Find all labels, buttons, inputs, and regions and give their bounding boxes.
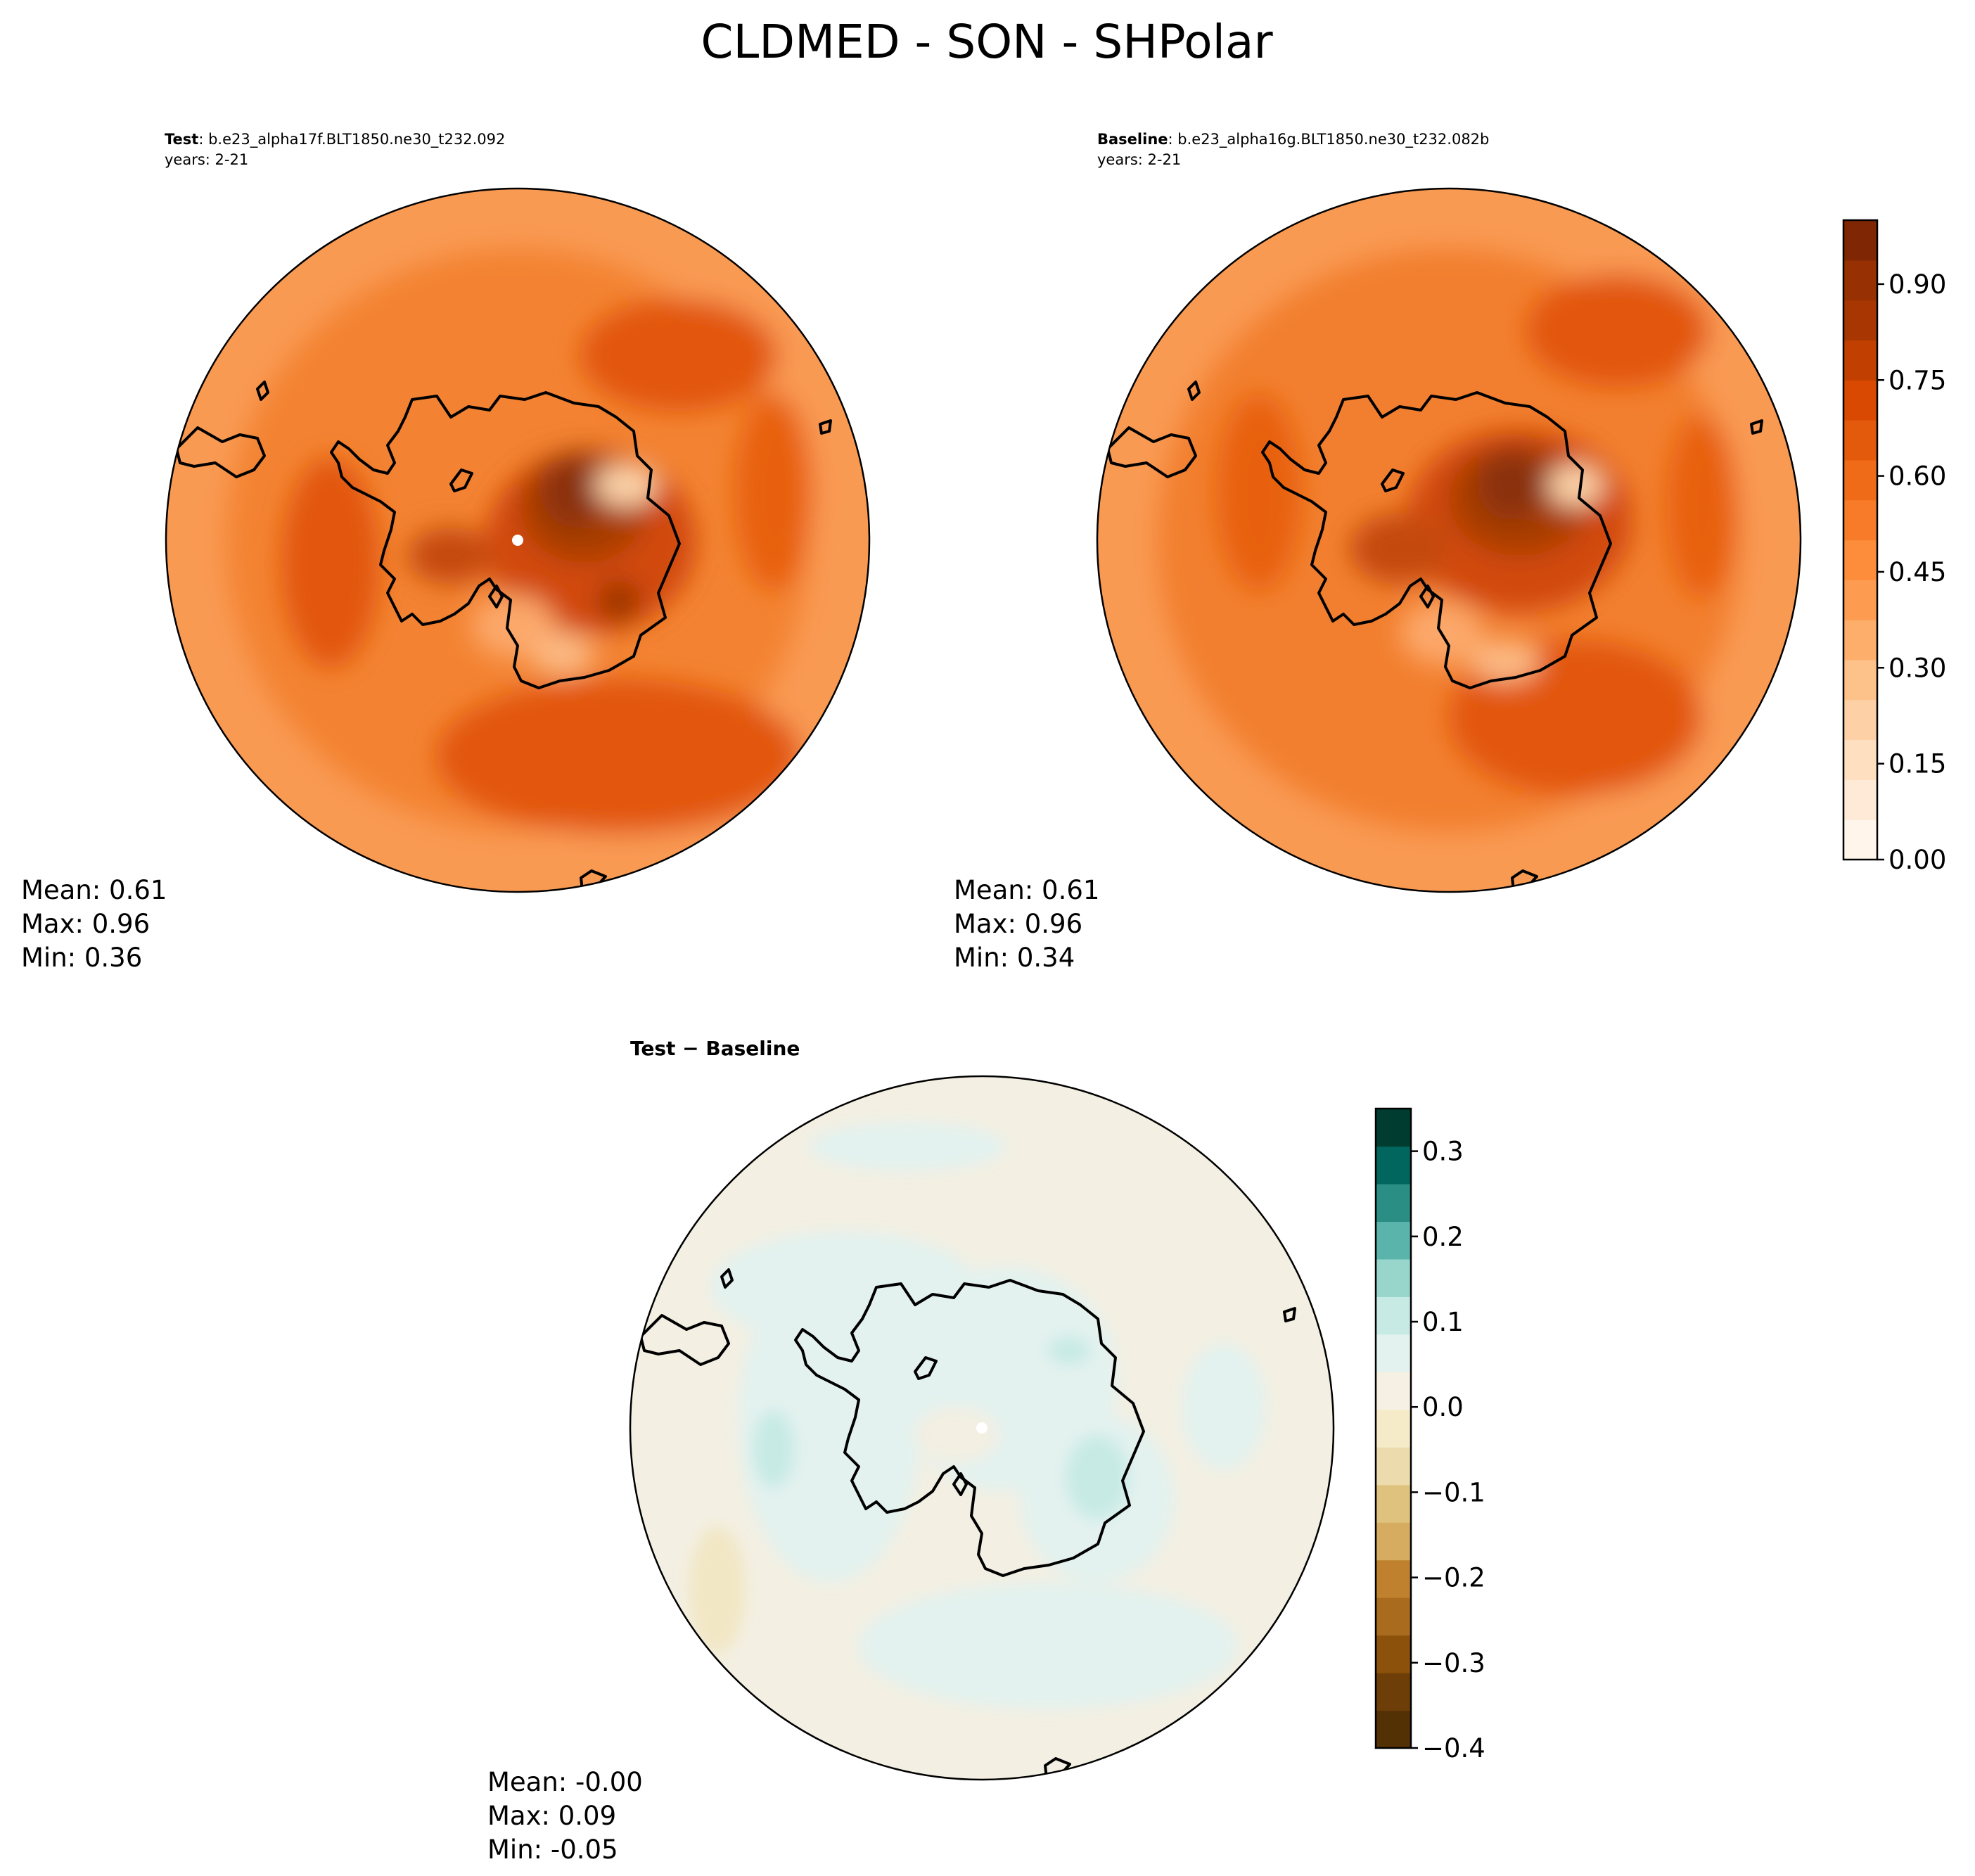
colorbar-diff-tick-label: 0.2 — [1422, 1222, 1464, 1252]
panel-baseline: Baseline: b.e23_alpha16g.BLT1850.ne30_t2… — [954, 131, 1802, 973]
colorbar-diff-segment — [1376, 1484, 1411, 1523]
panel-baseline-max: Max: 0.96 — [954, 909, 1082, 939]
colorbar-main-tick-label: 0.00 — [1888, 845, 1946, 875]
colorbar-main-tick-label: 0.15 — [1888, 749, 1946, 779]
panel-baseline-min: Min: 0.34 — [954, 943, 1075, 973]
colorbar-diff-tick-label: 0.3 — [1422, 1137, 1464, 1167]
colorbar-diff-segment — [1376, 1409, 1411, 1448]
panel-test-title: Test: b.e23_alpha17f.BLT1850.ne30_t232.0… — [165, 131, 505, 148]
colorbar-main-segment — [1843, 300, 1877, 341]
colorbar-diff-segment — [1376, 1559, 1411, 1598]
colorbar-diff-segment — [1376, 1183, 1411, 1223]
colorbar-main-segment — [1843, 779, 1877, 820]
colorbar-main-segment — [1843, 819, 1877, 860]
colorbar-main-segment — [1843, 260, 1877, 301]
colorbar-diff-segment — [1376, 1334, 1411, 1372]
panel-baseline-mean: Mean: 0.61 — [954, 875, 1099, 905]
colorbar-diff-segment — [1376, 1258, 1411, 1297]
panel-test-map-border — [165, 187, 871, 893]
colorbar-main-tick-label: 0.60 — [1888, 461, 1946, 492]
colorbar-main-segment — [1843, 420, 1877, 461]
panel-baseline-title: Baseline: b.e23_alpha16g.BLT1850.ne30_t2… — [1097, 131, 1489, 148]
colorbar-main-segment — [1843, 739, 1877, 780]
panel-test-subtitle: years: 2-21 — [165, 151, 248, 168]
panel-test-mean: Mean: 0.61 — [21, 875, 167, 905]
panel-test-title-rest: : b.e23_alpha17f.BLT1850.ne30_t232.092 — [198, 131, 505, 148]
panel-test-title-bold: Test — [165, 131, 198, 148]
colorbar-diff-frame — [1374, 1107, 1412, 1749]
panel-test-map — [166, 189, 869, 892]
colorbar-diff-segment — [1376, 1109, 1411, 1147]
colorbar-main-segment — [1843, 220, 1877, 261]
colorbar-main-tick-label: 0.75 — [1888, 365, 1946, 395]
colorbar-diff-tick-label: −0.1 — [1422, 1477, 1485, 1507]
colorbar-main-tick-label: 0.45 — [1888, 557, 1946, 587]
panel-baseline-map-border — [1096, 187, 1802, 893]
colorbar-diff-segment — [1376, 1673, 1411, 1711]
figure-title: CLDMED - SON - SHPolar — [701, 15, 1273, 69]
colorbar-main-segment — [1843, 499, 1877, 541]
colorbar-diff-segment — [1376, 1710, 1411, 1749]
colorbar-main-segment — [1843, 340, 1877, 381]
colorbar-diff-segment — [1376, 1522, 1411, 1561]
colorbar-diff-segment — [1376, 1221, 1411, 1260]
panel-diff-title: Test − Baseline — [630, 1037, 800, 1060]
panel-diff-mean: Mean: -0.00 — [487, 1767, 643, 1797]
panel-baseline-title-rest: : b.e23_alpha16g.BLT1850.ne30_t232.082b — [1168, 131, 1490, 148]
colorbar-main-segment — [1843, 540, 1877, 580]
panel-test: Test: b.e23_alpha17f.BLT1850.ne30_t232.0… — [21, 131, 871, 973]
panel-diff-max: Max: 0.09 — [487, 1801, 616, 1831]
colorbar-diff-segment — [1376, 1635, 1411, 1673]
colorbar-main-segment — [1843, 699, 1877, 741]
colorbar-diff-tick-label: 0.1 — [1422, 1307, 1464, 1337]
panel-baseline-title-bold: Baseline — [1097, 131, 1168, 148]
colorbar-main-tick-label: 0.90 — [1888, 269, 1946, 300]
colorbar-diff-segment — [1376, 1296, 1411, 1335]
colorbar-main-segment — [1843, 459, 1877, 501]
panel-test-max: Max: 0.96 — [21, 909, 150, 939]
colorbar-main-segment — [1843, 380, 1877, 421]
colorbar-diff-tick-label: −0.4 — [1422, 1733, 1485, 1763]
panel-baseline-map — [1097, 189, 1801, 892]
colorbar-main: 0.00 0.15 0.30 0.45 0.60 0.75 0.90 — [1842, 219, 1946, 875]
colorbar-main-segment — [1843, 620, 1877, 661]
colorbar-diff-tick-label: −0.3 — [1422, 1648, 1485, 1678]
colorbar-diff-segment — [1376, 1372, 1411, 1410]
colorbar-diff-segment — [1376, 1447, 1411, 1486]
panel-diff: Test − Baseline Mean: -0.00 Max: — [487, 1037, 1335, 1865]
colorbar-diff-segment — [1376, 1597, 1411, 1636]
colorbar-diff-tick-label: 0.0 — [1422, 1392, 1464, 1422]
panel-test-min: Min: 0.36 — [21, 943, 142, 973]
colorbar-main-tick-label: 0.30 — [1888, 653, 1946, 683]
colorbar-diff-segment — [1376, 1146, 1411, 1185]
panel-diff-map — [630, 1076, 1334, 1780]
panel-diff-min: Min: -0.05 — [487, 1834, 618, 1865]
colorbar-main-frame — [1842, 219, 1879, 861]
panel-baseline-subtitle: years: 2-21 — [1097, 151, 1181, 168]
colorbar-main-segment — [1843, 580, 1877, 620]
colorbar-diff: 0.3 0.2 0.1 0.0 −0.1 −0.2 −0.3 −0.4 — [1374, 1107, 1485, 1763]
colorbar-main-segment — [1843, 659, 1877, 701]
panel-diff-map-border — [629, 1075, 1335, 1781]
colorbar-diff-tick-label: −0.2 — [1422, 1563, 1485, 1593]
